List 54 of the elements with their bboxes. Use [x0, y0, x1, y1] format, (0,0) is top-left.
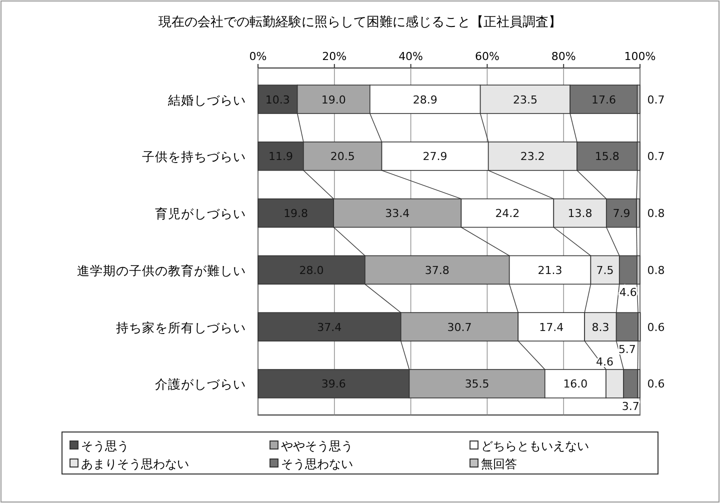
data-label: 33.4: [385, 207, 410, 220]
data-label: 8.3: [592, 320, 610, 334]
data-label: 28.0: [299, 264, 324, 277]
x-tick-label: 20%: [322, 50, 347, 63]
data-label: 5.7: [618, 343, 636, 356]
data-label: 4.6: [619, 286, 637, 300]
legend-label: あまりそう思わない: [81, 457, 189, 471]
data-label: 37.8: [424, 264, 450, 277]
y-tick-label: 介護がしづらい: [155, 376, 246, 392]
data-label: 10.3: [265, 93, 290, 106]
legend-label: 無回答: [481, 457, 517, 471]
data-label: 23.2: [520, 150, 545, 164]
data-label: 19.8: [284, 207, 308, 220]
legend-label: ややそう思う: [281, 439, 353, 453]
data-label: 37.4: [317, 320, 342, 334]
legend-label: どちらともいえない: [481, 439, 589, 453]
data-label: 35.5: [464, 378, 490, 391]
y-tick-label: 持ち家を所有しづらい: [116, 320, 246, 335]
y-tick-label: 結婚しづらい: [167, 92, 246, 108]
y-tick-label: 育児がしづらい: [155, 206, 246, 222]
data-label: 0.7: [647, 93, 665, 106]
x-tick-label: 40%: [398, 50, 424, 63]
data-label: 15.8: [594, 150, 620, 164]
data-label: 3.7: [622, 400, 640, 413]
legend-label: そう思う: [81, 439, 129, 453]
data-label: 0.8: [647, 264, 665, 277]
data-label: 7.5: [596, 264, 614, 277]
x-tick-label: 60%: [474, 50, 500, 63]
x-tick-label: 80%: [551, 50, 576, 63]
y-tick-label: 子供を持ちづらい: [142, 149, 246, 164]
chart-title: 現在の会社での転勤経験に照らして困難に感じること【正社員調査】: [158, 15, 562, 30]
data-label: 19.0: [321, 93, 346, 106]
data-label: 20.5: [330, 150, 355, 164]
data-label: 28.9: [412, 93, 438, 106]
data-label: 11.9: [268, 150, 293, 164]
data-label: 0.6: [647, 378, 665, 391]
data-label: 21.3: [538, 264, 562, 277]
data-label: 16.0: [563, 378, 588, 391]
data-label: 0.6: [647, 320, 665, 334]
data-label: 17.6: [591, 93, 616, 106]
data-label: 0.8: [647, 207, 665, 220]
data-label: 0.7: [647, 150, 665, 164]
x-tick-label: 0%: [249, 50, 267, 63]
data-label: 27.9: [422, 150, 448, 164]
data-label: 39.6: [321, 378, 346, 391]
legend-label: そう思わない: [281, 457, 353, 471]
data-label: 23.5: [512, 93, 538, 106]
data-label: 30.7: [447, 320, 472, 334]
data-label: 7.9: [612, 207, 630, 220]
y-tick-label: 進学期の子供の教育が難しい: [77, 262, 246, 278]
data-label: 17.4: [539, 320, 564, 334]
data-label: 13.8: [568, 207, 592, 220]
data-label: 24.2: [495, 207, 520, 220]
x-tick-label: 100%: [624, 50, 656, 63]
